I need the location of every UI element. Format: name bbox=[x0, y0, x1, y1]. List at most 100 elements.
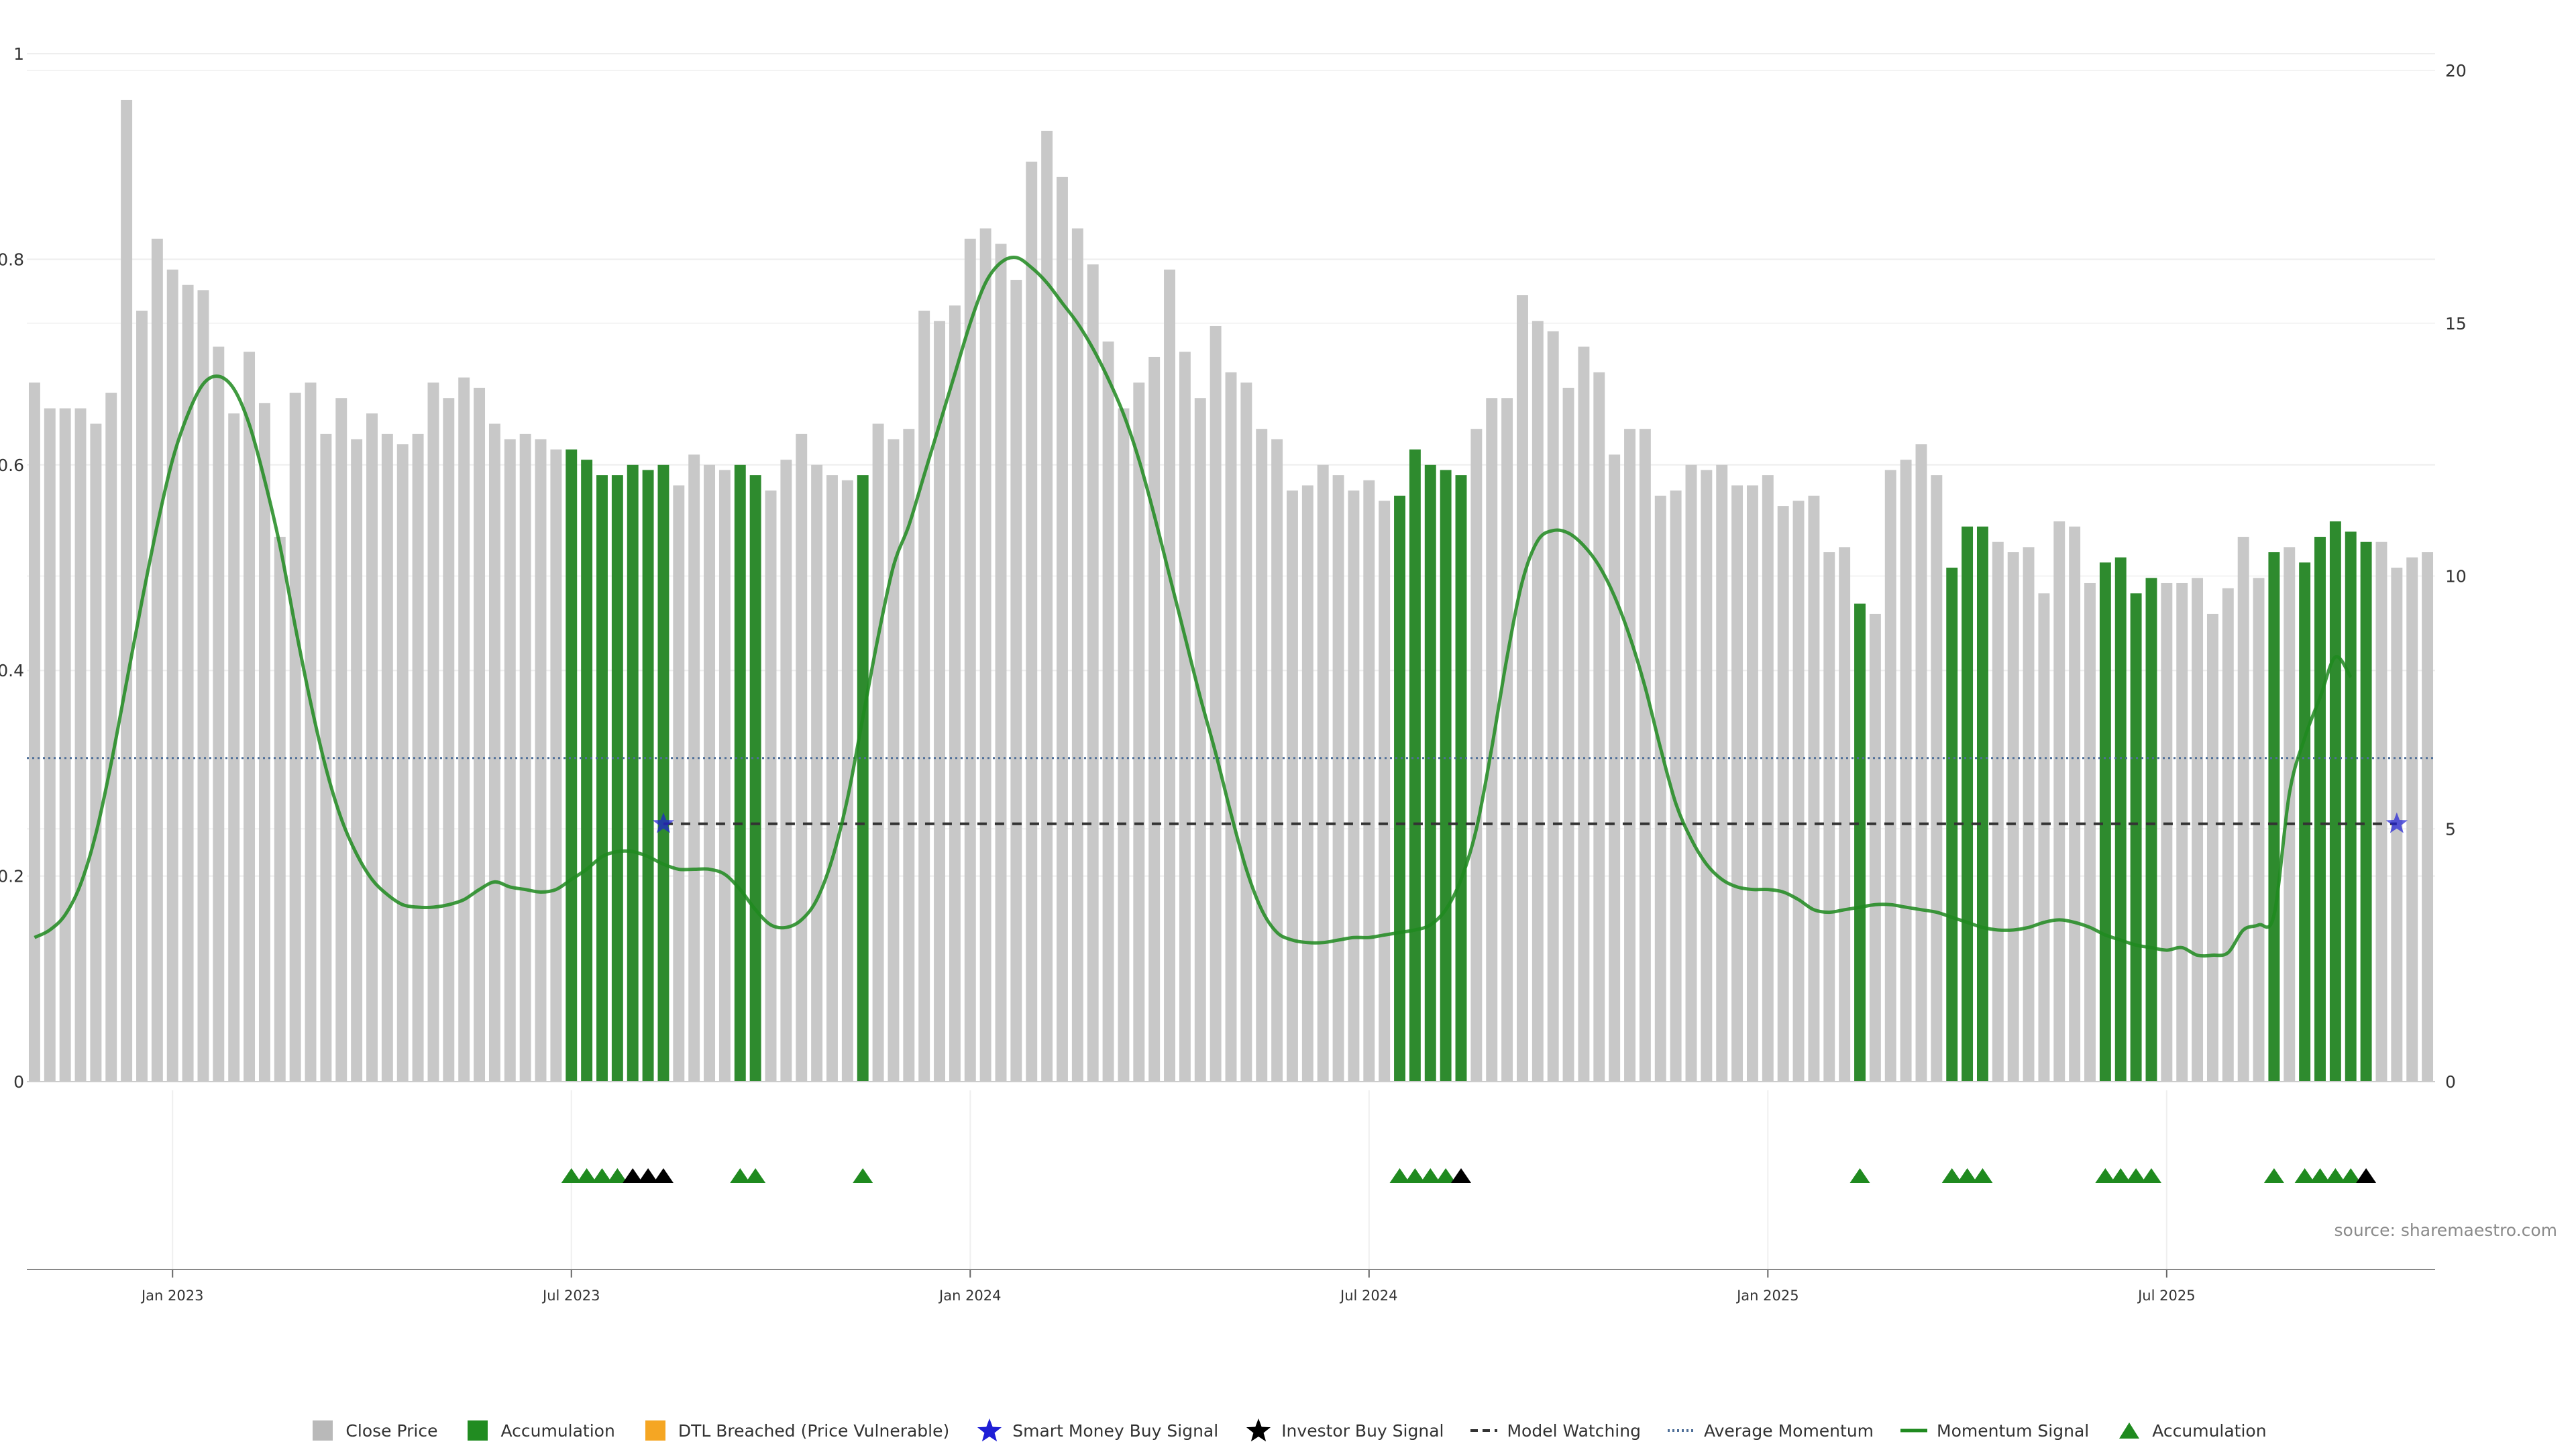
close-price-bar bbox=[1363, 480, 1375, 1082]
momentum-signal-line bbox=[34, 256, 2353, 958]
close-price-bar bbox=[244, 352, 256, 1082]
close-price-bar bbox=[2069, 526, 2081, 1082]
accumulation-bar bbox=[596, 475, 608, 1082]
close-price-bar bbox=[1593, 372, 1605, 1082]
legend-item: Model Watching bbox=[1470, 1419, 1641, 1442]
y-left-tick-label: 0.8 bbox=[0, 250, 24, 269]
close-price-bar bbox=[1271, 439, 1283, 1082]
accumulation-bar bbox=[2345, 531, 2357, 1082]
close-price-bar bbox=[995, 244, 1007, 1082]
close-price-bar bbox=[1562, 387, 1574, 1082]
close-price-bar bbox=[1792, 501, 1805, 1082]
close-price-bar bbox=[44, 408, 56, 1082]
close-price-bar bbox=[841, 480, 853, 1082]
square-legend-icon bbox=[642, 1419, 669, 1442]
legend-label: Average Momentum bbox=[1703, 1420, 1874, 1441]
close-price-bar bbox=[1010, 280, 1022, 1082]
accumulation-bar bbox=[2130, 593, 2142, 1082]
close-price-bar bbox=[1301, 485, 1313, 1082]
close-price-bar bbox=[1210, 325, 1222, 1082]
accumulation-bar bbox=[2314, 537, 2326, 1082]
square-legend-icon bbox=[309, 1419, 336, 1442]
accumulation-bar bbox=[1440, 470, 1452, 1082]
close-price-bar bbox=[427, 382, 439, 1082]
accumulation-bar bbox=[2360, 541, 2372, 1082]
close-price-bar bbox=[1164, 269, 1175, 1082]
close-price-bar bbox=[90, 423, 102, 1082]
close-price-bar bbox=[2284, 547, 2296, 1082]
accumulation-bar bbox=[1424, 464, 1436, 1082]
x-tick-label: Jul 2025 bbox=[2137, 1288, 2195, 1304]
close-price-bar bbox=[2038, 593, 2050, 1082]
y-right-tick-label: 20 bbox=[2445, 61, 2467, 81]
close-price-bar bbox=[1609, 454, 1621, 1082]
legend-label: Close Price bbox=[345, 1420, 438, 1441]
accumulation-bar bbox=[1854, 603, 1866, 1082]
close-price-bar bbox=[1578, 346, 1590, 1082]
accumulation-marker bbox=[561, 1168, 582, 1183]
close-price-bar bbox=[1287, 490, 1298, 1082]
close-price-bar bbox=[274, 537, 286, 1082]
legend-item: Accumulation bbox=[464, 1419, 615, 1442]
x-tick-label: Jul 2023 bbox=[541, 1288, 600, 1304]
accumulation-marker bbox=[592, 1168, 612, 1183]
accumulation-bar bbox=[1394, 495, 1405, 1082]
accumulation-marker bbox=[1420, 1168, 1441, 1183]
close-price-bar bbox=[811, 464, 823, 1082]
close-price-bar bbox=[166, 269, 178, 1082]
accumulation-bar bbox=[1455, 475, 1467, 1082]
close-price-bar bbox=[2023, 547, 2035, 1082]
square-legend-icon bbox=[464, 1419, 491, 1442]
accumulation-marker bbox=[1957, 1168, 1978, 1183]
legend-item: Average Momentum bbox=[1667, 1419, 1874, 1442]
accumulation-bar bbox=[734, 464, 746, 1082]
close-price-bar bbox=[2192, 578, 2204, 1082]
accumulation-bar bbox=[1962, 526, 1974, 1082]
close-price-bar bbox=[1317, 464, 1329, 1082]
close-price-bar bbox=[320, 433, 332, 1082]
accumulation-marker bbox=[853, 1168, 873, 1183]
close-price-bar bbox=[474, 387, 486, 1082]
accumulation-bar bbox=[2329, 521, 2341, 1082]
legend-item: Investor Buy Signal bbox=[1245, 1418, 1444, 1442]
accumulation-marker bbox=[1436, 1168, 1456, 1183]
legend-item: Momentum Signal bbox=[1900, 1419, 2089, 1442]
close-price-bar bbox=[780, 460, 792, 1082]
close-price-bar bbox=[826, 475, 838, 1082]
close-price-bar bbox=[335, 398, 347, 1082]
smart-money-buy-signal-marker bbox=[652, 812, 675, 833]
y-right-tick-label: 15 bbox=[2445, 314, 2467, 333]
close-price-bar bbox=[197, 290, 209, 1082]
close-price-bar bbox=[74, 408, 87, 1082]
close-price-bar bbox=[228, 413, 240, 1082]
legend-label: Investor Buy Signal bbox=[1281, 1420, 1444, 1441]
dashed-line-legend-icon bbox=[1470, 1419, 1498, 1442]
close-price-bar bbox=[918, 311, 930, 1082]
close-price-bar bbox=[59, 408, 71, 1082]
close-price-bar bbox=[305, 382, 317, 1082]
close-price-bar bbox=[934, 321, 946, 1082]
close-price-bar bbox=[903, 429, 915, 1082]
close-price-bar bbox=[2375, 541, 2387, 1082]
close-price-bar bbox=[488, 423, 500, 1082]
smart-money-buy-signal-marker bbox=[2385, 812, 2408, 833]
accumulation-bar bbox=[657, 464, 669, 1082]
close-price-bar bbox=[1041, 130, 1053, 1082]
accumulation-bar bbox=[1946, 568, 1958, 1082]
close-price-bar bbox=[979, 228, 991, 1082]
close-price-bar bbox=[1670, 490, 1682, 1082]
close-price-bar bbox=[412, 433, 424, 1082]
close-price-bar bbox=[2422, 552, 2434, 1082]
signal-markers bbox=[561, 812, 2408, 1183]
close-price-bar bbox=[1884, 470, 1896, 1082]
y-right-tick-label: 10 bbox=[2445, 567, 2467, 586]
investor-buy-signal-marker bbox=[623, 1168, 643, 1183]
accumulation-marker bbox=[2341, 1168, 2361, 1183]
close-price-bar bbox=[151, 238, 163, 1082]
close-price-bar bbox=[396, 444, 409, 1082]
solid-line-legend-icon bbox=[1900, 1419, 1928, 1442]
accumulation-bar bbox=[581, 460, 593, 1082]
